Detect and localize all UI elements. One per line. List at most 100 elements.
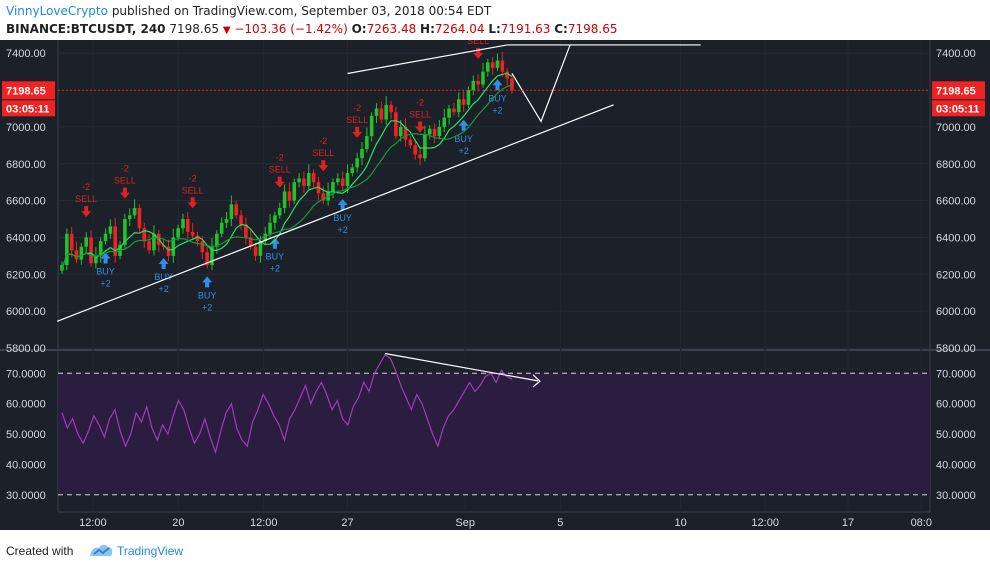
price-label-right: 7198.65: [936, 85, 976, 97]
candle-body: [258, 241, 263, 256]
open-value: 7263.48: [366, 22, 417, 36]
price-tick-label-left: 5800.00: [6, 343, 46, 355]
candle-body: [476, 80, 480, 85]
candle-body: [253, 246, 258, 256]
high-label: H:: [420, 22, 435, 36]
buy-signal-value: +2: [158, 284, 168, 294]
sell-signal-value: -2: [276, 153, 284, 163]
price-label-left-countdown-bg: [2, 100, 55, 117]
candle-body: [137, 207, 142, 229]
buy-arrow-icon: [458, 119, 469, 131]
candle-body: [277, 207, 282, 216]
author-link[interactable]: VinnyLoveCrypto: [6, 4, 108, 18]
tradingview-logo-icon[interactable]: [88, 542, 114, 558]
ohlc-line: BINANCE:BTCUSDT, 240 7198.65 ▼ −103.36 (…: [6, 22, 617, 36]
price-label-left: 7198.65: [6, 85, 46, 97]
candle-body: [447, 108, 451, 118]
price-tick-label-left: 6600.00: [6, 196, 46, 208]
created-with-text: Created with: [6, 544, 74, 558]
candle-body: [437, 126, 442, 137]
candle-body: [215, 233, 219, 247]
candle-body: [466, 90, 471, 105]
candle-body: [374, 108, 379, 116]
candle-body: [340, 178, 345, 186]
buy-signal-value: +2: [100, 278, 110, 288]
buy-arrow-icon: [269, 237, 280, 249]
chart-area[interactable]: -2 SELL -2 SELL -2 SELL -2 SELL -2 SELL -2 SELL -2 SE…: [0, 24, 990, 530]
rsi-tick-label-left: 70.0000: [6, 368, 46, 380]
candle-body: [108, 226, 113, 234]
chart-svg[interactable]: -2 SELL -2 SELL -2 SELL -2 SELL -2 SELL -2 SELL -2 SE…: [0, 24, 990, 530]
price-tick-label-right: 6600.00: [936, 196, 976, 208]
candle-body: [224, 219, 229, 223]
header: VinnyLoveCrypto published on TradingView…: [0, 0, 990, 40]
candle-body: [432, 128, 437, 137]
candle-body: [234, 204, 238, 216]
candle-body: [408, 139, 413, 146]
countdown-label: 03:05:11: [6, 103, 49, 115]
rsi-tick-label-right: 40.0000: [936, 459, 976, 471]
candle-body: [500, 60, 505, 72]
buy-arrow-icon: [492, 79, 503, 91]
time-tick-label: 12:00: [79, 517, 107, 529]
rsi-tick-label-left: 30.0000: [6, 490, 46, 502]
price-tick-label-right: 7000.00: [936, 122, 976, 134]
candle-body: [219, 222, 224, 234]
time-tick-label: 08:0: [911, 517, 932, 529]
candle-body: [490, 62, 495, 68]
candle-body: [123, 219, 127, 245]
time-tick-label: 12:00: [250, 517, 278, 529]
rsi-tick-label-left: 60.0000: [6, 399, 46, 411]
candle-body: [268, 222, 272, 234]
candle-body: [166, 246, 171, 256]
rsi-tick-label-right: 50.0000: [936, 429, 976, 441]
countdown-label: 03:05:11: [936, 103, 979, 115]
price-tick-label-right: 6200.00: [936, 269, 976, 281]
candle-body: [248, 237, 253, 247]
candle-body: [495, 60, 500, 68]
candle-body: [311, 172, 316, 183]
buy-signal-value: +2: [492, 105, 502, 115]
sell-arrow-icon: [352, 126, 363, 138]
candle-body: [210, 246, 214, 266]
candle-body: [287, 191, 292, 201]
sell-arrow-icon: [415, 121, 426, 133]
sell-signal-label: SELL: [312, 148, 334, 158]
candle-body: [369, 115, 374, 137]
candle-body: [79, 246, 84, 260]
candle-body: [456, 99, 461, 113]
candle-body: [205, 252, 209, 266]
price-tick-label-left: 7000.00: [6, 122, 46, 134]
low-value: 7191.63: [500, 22, 551, 36]
tradingview-brand-link[interactable]: TradingView: [117, 544, 184, 558]
publish-line: VinnyLoveCrypto published on TradingView…: [6, 4, 491, 18]
candle-body: [176, 228, 180, 238]
sell-signal-label: SELL: [75, 194, 97, 204]
sell-signal-label: SELL: [346, 115, 368, 125]
low-label: L:: [488, 22, 501, 36]
rsi-band: [58, 373, 930, 495]
candle-body: [302, 178, 306, 186]
candle-body: [113, 226, 118, 256]
sell-arrow-icon: [473, 47, 484, 59]
upper-trendline: [347, 44, 508, 75]
price-change: −103.36 (−1.42%): [234, 22, 348, 36]
buy-signal-value: +2: [270, 264, 280, 274]
buy-signal-label: BUY: [154, 272, 173, 282]
price-label-right-countdown-bg: [932, 100, 985, 117]
sell-signal-label: SELL: [467, 40, 489, 46]
high-value: 7264.04: [434, 22, 485, 36]
close-label: C:: [554, 22, 568, 36]
open-label: O:: [351, 22, 367, 36]
price-label-left-bg: [2, 81, 55, 100]
sma-slow-line: [61, 84, 513, 270]
candle-body: [181, 219, 185, 229]
candle-body: [471, 80, 476, 91]
arrowhead-icon: [532, 374, 541, 388]
candle-body: [239, 215, 243, 225]
candle-body: [186, 219, 190, 232]
candle-body: [89, 237, 93, 264]
candle-body: [127, 215, 132, 220]
candle-body: [345, 172, 350, 186]
candle-body: [379, 108, 384, 120]
